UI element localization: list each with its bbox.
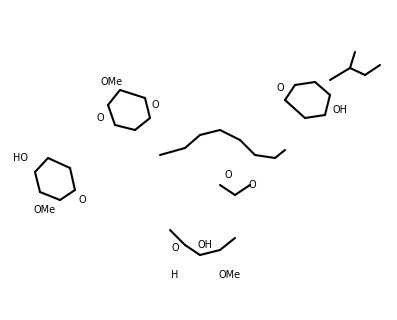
Text: OMe: OMe	[101, 77, 123, 87]
Text: O: O	[276, 83, 284, 93]
Text: H: H	[172, 270, 179, 280]
Text: OMe: OMe	[219, 270, 241, 280]
Text: O: O	[78, 195, 86, 205]
Text: O: O	[224, 170, 232, 180]
Text: OH: OH	[333, 105, 347, 115]
Text: HO: HO	[12, 153, 27, 163]
Text: OMe: OMe	[34, 205, 56, 215]
Text: OH: OH	[197, 240, 212, 250]
Text: O: O	[151, 100, 159, 110]
Text: O: O	[171, 243, 179, 253]
Text: O: O	[248, 180, 256, 190]
Text: O: O	[96, 113, 104, 123]
